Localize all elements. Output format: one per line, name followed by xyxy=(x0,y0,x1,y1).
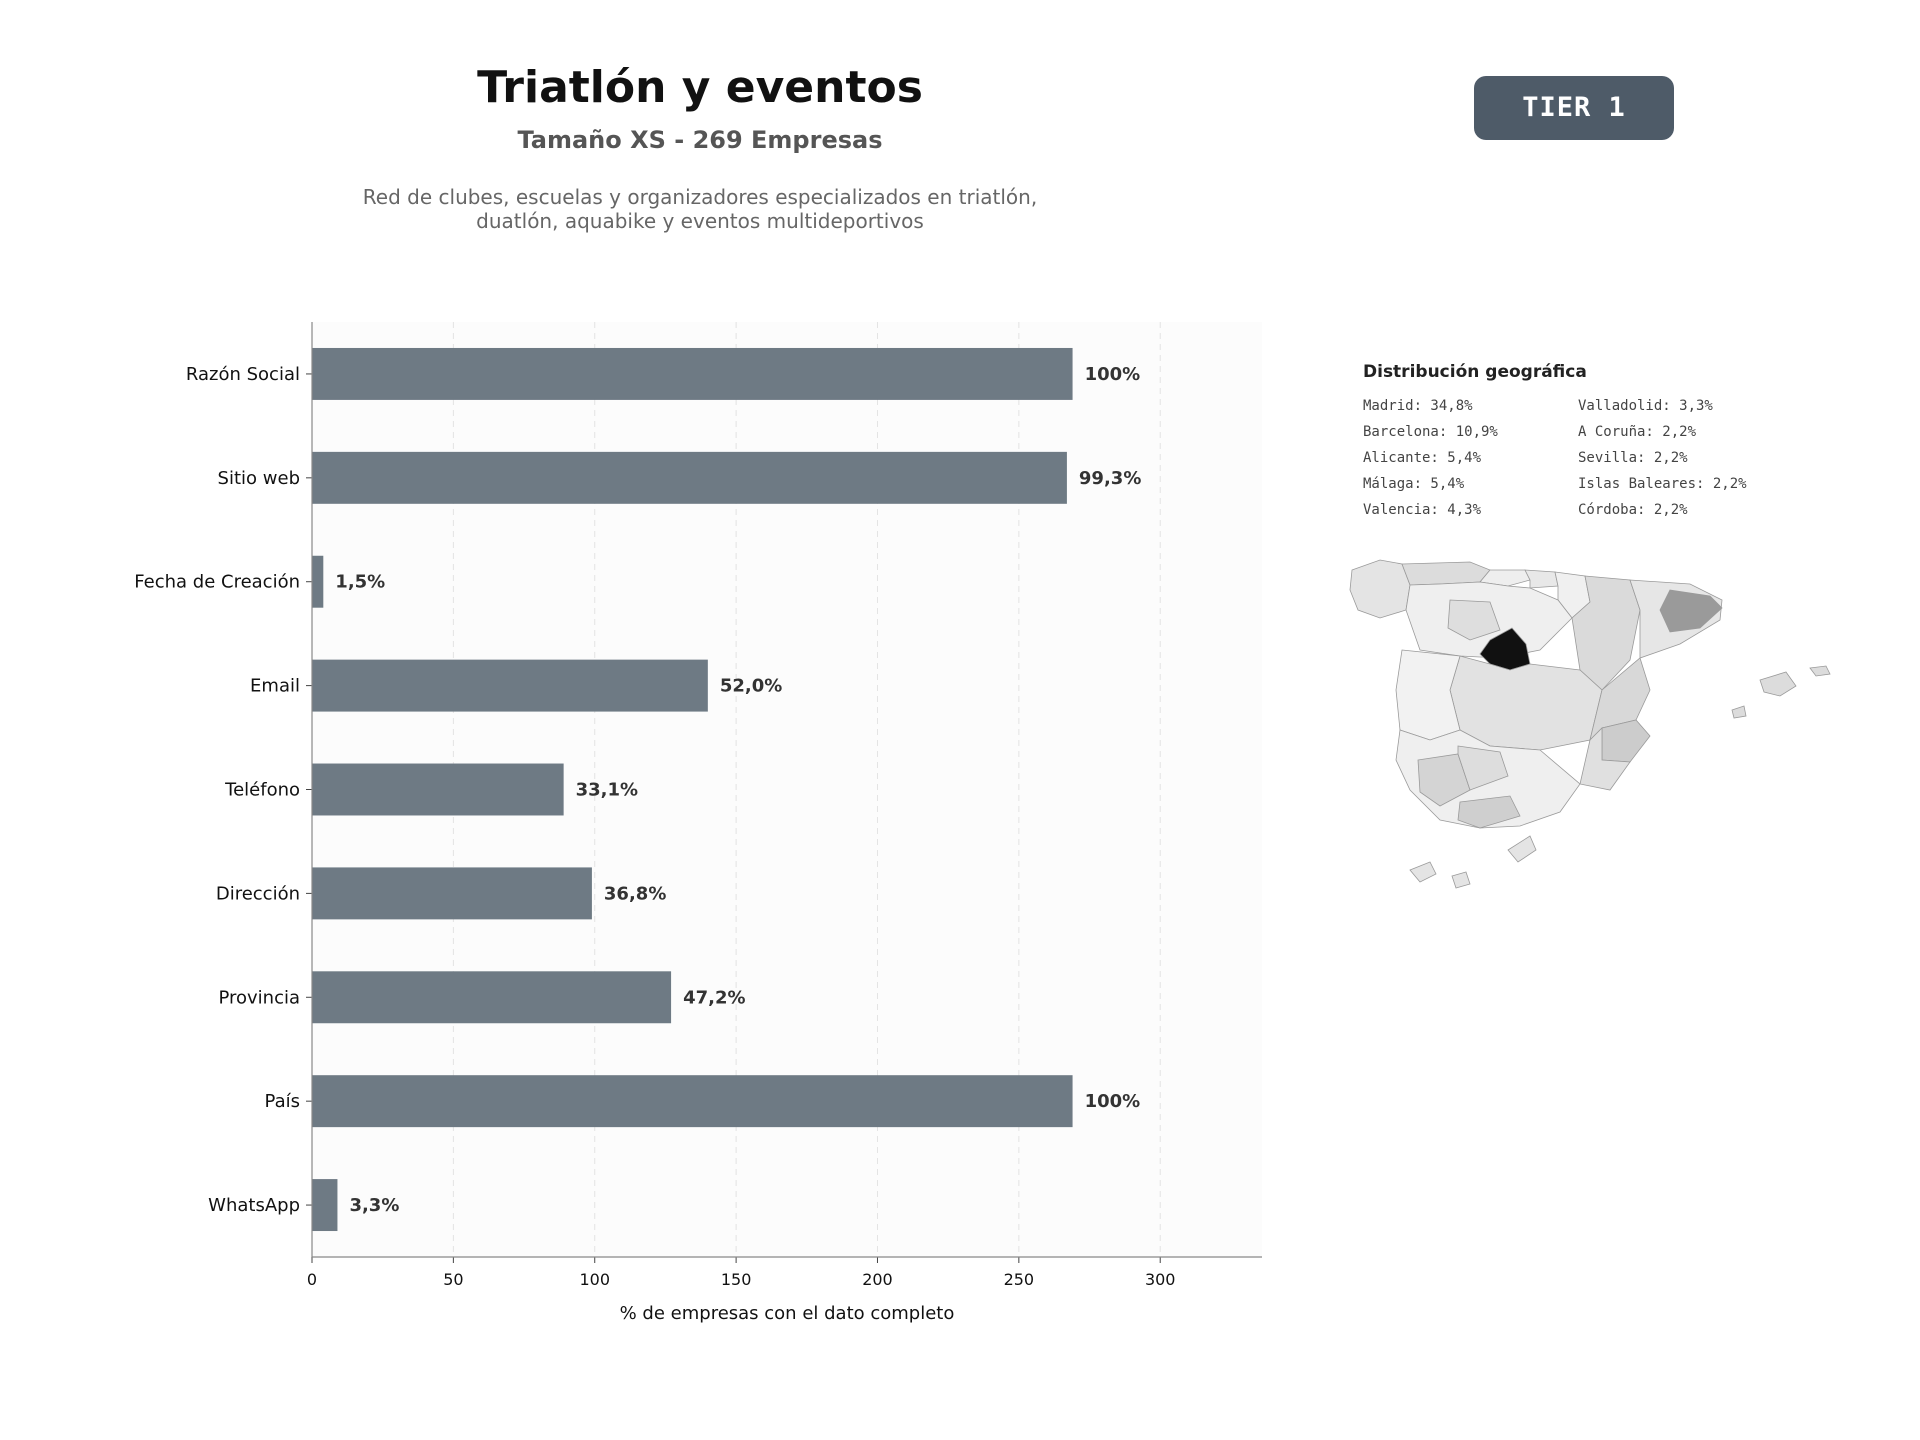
map-region-galicia xyxy=(1349,559,1411,619)
map-region-menorca xyxy=(1809,665,1831,677)
map-region-canary-1 xyxy=(1409,861,1437,883)
geo-item: Barcelona: 10,9% xyxy=(1363,424,1498,440)
map-region-castilla-mancha xyxy=(1449,655,1603,751)
map-region-valladolid xyxy=(1447,599,1501,641)
y-tick-label: Sitio web xyxy=(218,468,300,489)
map-region-canary-3 xyxy=(1507,835,1537,863)
geo-item: Madrid: 34,8% xyxy=(1363,398,1473,414)
bar xyxy=(312,971,672,1024)
y-tick-label: Email xyxy=(250,676,300,697)
y-tick-label: Fecha de Creación xyxy=(134,572,300,593)
geo-title: Distribución geográfica xyxy=(1363,362,1587,382)
y-tick-label: País xyxy=(265,1091,300,1112)
data-label: 3,3% xyxy=(349,1195,399,1216)
map-region-ibiza xyxy=(1731,705,1747,719)
completeness-bar-chart: 0 50 100 150 200 250 300 Razón Social 100% Sitio … xyxy=(134,322,1262,1324)
x-tick-label: 0 xyxy=(307,1270,317,1289)
description-line-1: Red de clubes, escuelas y organizadores … xyxy=(362,185,1038,209)
bar xyxy=(312,555,324,608)
page-title: Triatlón y eventos xyxy=(477,62,923,113)
bar xyxy=(312,867,592,920)
data-label: 100% xyxy=(1085,364,1141,385)
x-tick-label: 100 xyxy=(579,1270,610,1289)
map-region-cantabria xyxy=(1479,569,1531,587)
map-region-malaga xyxy=(1457,795,1521,829)
data-label: 47,2% xyxy=(683,987,745,1008)
x-tick-label: 50 xyxy=(443,1270,463,1289)
geo-item: Málaga: 5,4% xyxy=(1363,476,1465,492)
y-tick-label: WhatsApp xyxy=(208,1195,300,1216)
geo-item: Sevilla: 2,2% xyxy=(1578,450,1688,466)
data-label: 1,5% xyxy=(335,572,385,593)
map-region-asturias xyxy=(1401,561,1491,586)
data-label: 52,0% xyxy=(720,676,782,697)
geo-item: A Coruña: 2,2% xyxy=(1578,424,1697,440)
bar xyxy=(312,1075,1073,1128)
bar xyxy=(312,763,564,816)
geo-item: Valladolid: 3,3% xyxy=(1578,398,1713,414)
data-label: 33,1% xyxy=(576,780,638,801)
y-tick-label: Razón Social xyxy=(186,364,300,385)
map-region-barcelona xyxy=(1659,589,1723,633)
data-label: 99,3% xyxy=(1079,468,1141,489)
map-region-extremadura xyxy=(1395,649,1461,741)
map-region-cordoba xyxy=(1457,745,1509,791)
data-label: 100% xyxy=(1085,1091,1141,1112)
y-tick-label: Dirección xyxy=(216,883,300,904)
spain-map xyxy=(1349,559,1831,889)
map-region-mallorca xyxy=(1759,671,1797,697)
data-label: 36,8% xyxy=(604,883,666,904)
map-region-basque xyxy=(1524,569,1559,589)
map-region-alicante xyxy=(1601,719,1651,763)
bar xyxy=(312,659,708,712)
x-axis-label: % de empresas con el dato completo xyxy=(620,1303,955,1324)
geo-item: Valencia: 4,3% xyxy=(1363,502,1482,518)
geo-item: Islas Baleares: 2,2% xyxy=(1578,476,1747,492)
y-tick-label: Provincia xyxy=(218,987,300,1008)
page-subtitle: Tamaño XS - 269 Empresas xyxy=(517,126,883,154)
map-region-sevilla xyxy=(1417,753,1471,807)
bar xyxy=(312,1179,338,1232)
x-tick-label: 200 xyxy=(862,1270,893,1289)
x-tick-label: 250 xyxy=(1004,1270,1035,1289)
map-region-canary-2 xyxy=(1451,871,1471,889)
y-tick-label: Teléfono xyxy=(224,780,300,801)
bar xyxy=(312,347,1073,400)
description-line-2: duatlón, aquabike y eventos multideporti… xyxy=(476,209,924,233)
bar xyxy=(312,451,1067,504)
page-description: Red de clubes, escuelas y organizadores … xyxy=(300,185,1100,233)
geo-item: Córdoba: 2,2% xyxy=(1578,502,1688,518)
x-tick-label: 150 xyxy=(721,1270,752,1289)
tier-badge: TIER 1 xyxy=(1474,76,1674,140)
geo-item: Alicante: 5,4% xyxy=(1363,450,1482,466)
x-tick-label: 300 xyxy=(1145,1270,1176,1289)
